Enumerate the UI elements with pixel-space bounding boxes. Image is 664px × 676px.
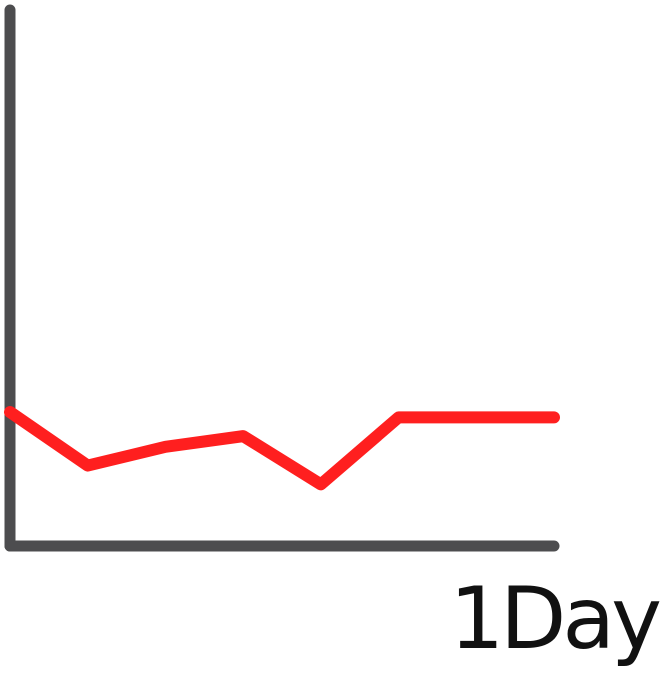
x-axis-label: 1Day [449,569,660,669]
series-layer [4,406,560,491]
series-0 [4,406,560,491]
series-line [4,406,560,491]
